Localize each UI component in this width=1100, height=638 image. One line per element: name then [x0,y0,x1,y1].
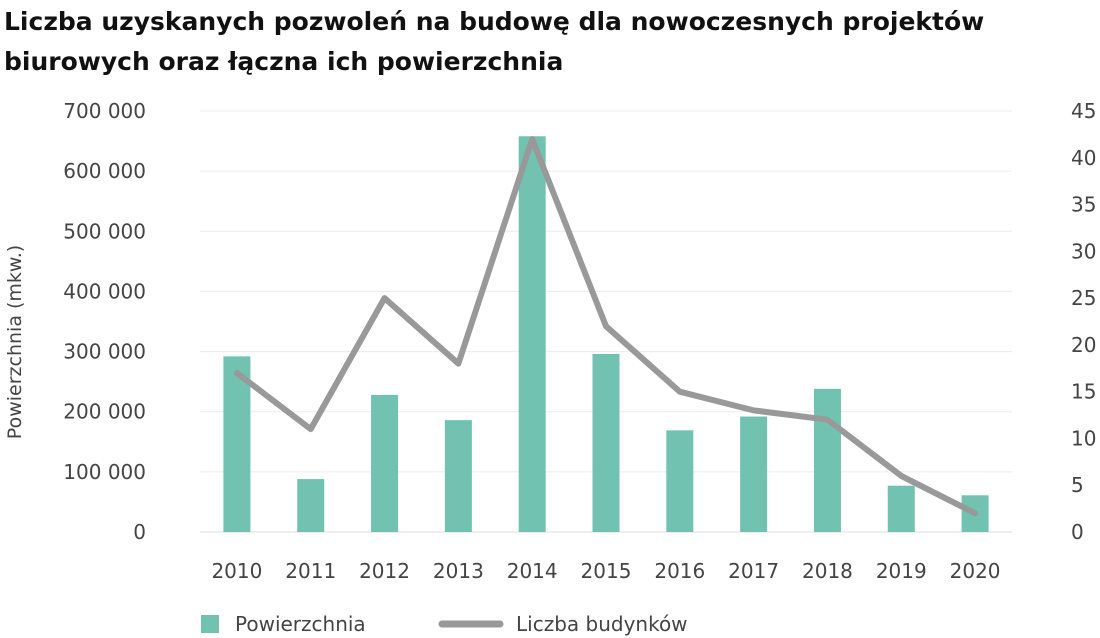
y2-tick-label: 0 [1071,520,1084,544]
bar [813,388,841,532]
line-series [233,136,979,517]
bar [371,394,399,532]
y-tick-label: 100 000 [63,460,146,484]
y-tick-label: 500 000 [63,219,146,243]
legend-label-bar: Powierzchnia [235,612,366,636]
bar [444,420,472,532]
right-axis-ticks: 0 5 10 15 20 25 30 35 40 45 [1071,99,1096,544]
bar [887,485,915,532]
x-tick-label: 2015 [581,559,632,583]
y2-tick-label: 25 [1071,286,1096,310]
bar-series [223,136,989,532]
y-tick-label: 700 000 [63,99,146,123]
x-tick-label: 2019 [876,559,927,583]
legend-label-line: Liczba budynków [516,612,688,636]
x-tick-label: 2013 [433,559,484,583]
y2-tick-label: 5 [1071,473,1084,497]
x-tick-label: 2016 [654,559,705,583]
series-line [233,136,979,517]
y-tick-label: 200 000 [63,400,146,424]
legend-swatch-bar [201,615,219,633]
x-axis-ticks: 2010 2011 2012 2013 2014 2015 2016 2017 2018 2019… [211,559,1000,583]
bar [666,430,694,532]
y-tick-label: 300 000 [63,340,146,364]
x-tick-label: 2010 [211,559,262,583]
y2-tick-label: 30 [1071,239,1096,263]
y-axis-title: Powierzchnia (mkw.) [4,245,26,439]
bar [592,353,620,532]
bar [740,416,768,532]
x-tick-label: 2012 [359,559,410,583]
y2-tick-label: 15 [1071,380,1096,404]
x-tick-label: 2017 [728,559,779,583]
y2-tick-label: 45 [1071,99,1096,123]
x-tick-label: 2011 [285,559,336,583]
chart-title: Liczba uzyskanych pozwoleń na budowę dla… [4,7,985,76]
y-tick-label: 600 000 [63,159,146,183]
y2-tick-label: 40 [1071,146,1096,170]
bar [518,136,546,532]
bar [223,356,251,532]
legend: Powierzchnia Liczba budynków [201,612,688,636]
x-tick-label: 2020 [950,559,1001,583]
x-tick-label: 2014 [507,559,558,583]
y2-tick-label: 20 [1071,333,1096,357]
y-tick-label: 400 000 [63,279,146,303]
y2-tick-label: 10 [1071,426,1096,450]
left-axis-ticks: 0 100 000 200 000 300 000 400 000 500 000 600 … [63,99,146,544]
y-tick-label: 0 [133,520,146,544]
y2-tick-label: 35 [1071,193,1096,217]
bar [297,479,325,532]
x-tick-label: 2018 [802,559,853,583]
